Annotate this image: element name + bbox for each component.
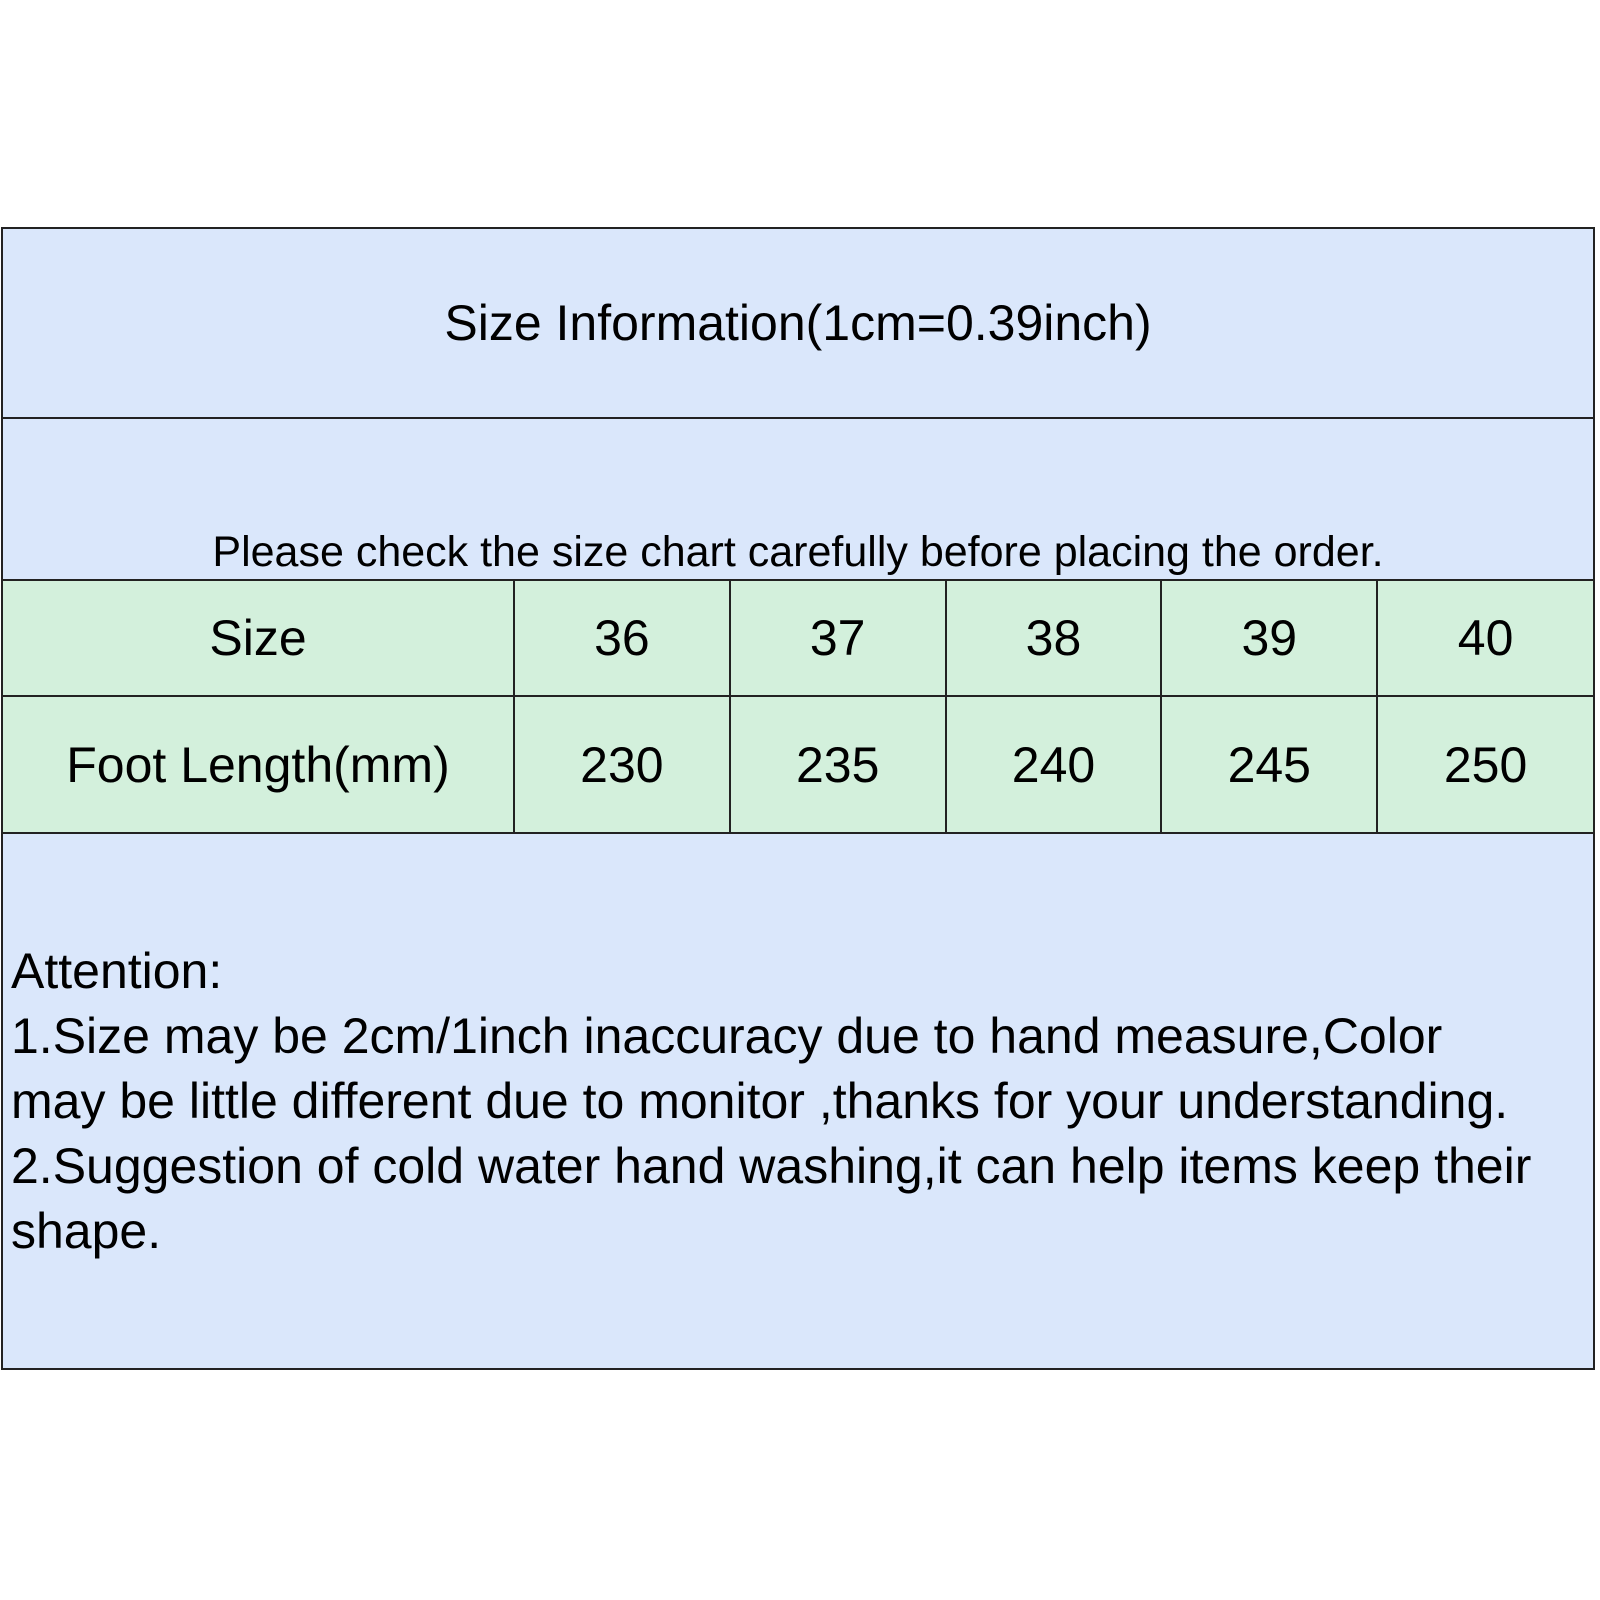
attention-section: Attention: 1.Size may be 2cm/1inch inacc… bbox=[11, 939, 1593, 1264]
table-cell: 240 bbox=[944, 695, 1163, 834]
table-cell: 37 bbox=[728, 579, 947, 697]
table-row-size: Size 36 37 38 39 40 bbox=[3, 579, 1593, 697]
attention-line: 2.Suggestion of cold water hand washing,… bbox=[11, 1138, 1532, 1194]
table-cell: 245 bbox=[1160, 695, 1379, 834]
table-row-foot-length: Foot Length(mm) 230 235 240 245 250 bbox=[3, 695, 1593, 834]
size-chart: Size Information(1cm=0.39inch) Please ch… bbox=[1, 227, 1595, 1370]
attention-line: may be little different due to monitor ,… bbox=[11, 1073, 1509, 1129]
table-cell: 230 bbox=[513, 695, 731, 834]
row-label: Foot Length(mm) bbox=[3, 695, 515, 834]
row-label: Size bbox=[3, 579, 515, 697]
table-cell: 38 bbox=[944, 579, 1163, 697]
order-note: Please check the size chart carefully be… bbox=[212, 528, 1384, 576]
table-cell: 40 bbox=[1376, 579, 1593, 697]
table-cell: 250 bbox=[1376, 695, 1593, 834]
table-cell: 36 bbox=[513, 579, 731, 697]
size-table: Size 36 37 38 39 40 Foot Length(mm) 230 … bbox=[3, 579, 1593, 834]
table-cell: 39 bbox=[1160, 579, 1379, 697]
attention-line: shape. bbox=[11, 1203, 162, 1259]
chart-title: Size Information(1cm=0.39inch) bbox=[3, 229, 1593, 419]
attention-line: 1.Size may be 2cm/1inch inaccuracy due t… bbox=[11, 1008, 1443, 1064]
attention-heading: Attention: bbox=[11, 943, 223, 999]
table-cell: 235 bbox=[728, 695, 947, 834]
